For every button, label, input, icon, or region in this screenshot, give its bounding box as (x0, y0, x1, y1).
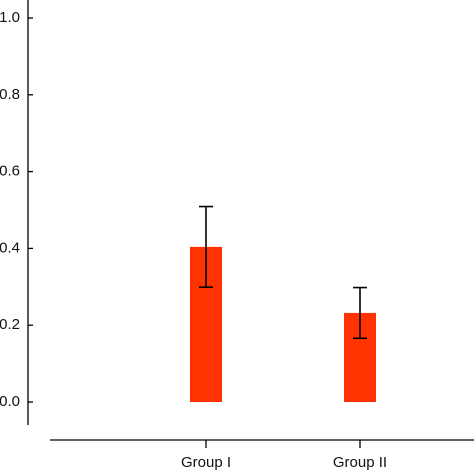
y-tick-label: 0.8 (0, 86, 20, 103)
x-tick-label: Group I (181, 454, 231, 471)
error-bar (199, 205, 213, 288)
y-tick-label: 0.2 (0, 316, 20, 333)
error-bar (353, 286, 367, 340)
y-tick-label: 0.4 (0, 239, 20, 256)
y-tick-label: 1.0 (0, 9, 20, 26)
y-tick-label: 0.6 (0, 163, 20, 180)
y-tick-label: 0.0 (0, 393, 20, 410)
x-tick-label: Group II (333, 454, 387, 471)
